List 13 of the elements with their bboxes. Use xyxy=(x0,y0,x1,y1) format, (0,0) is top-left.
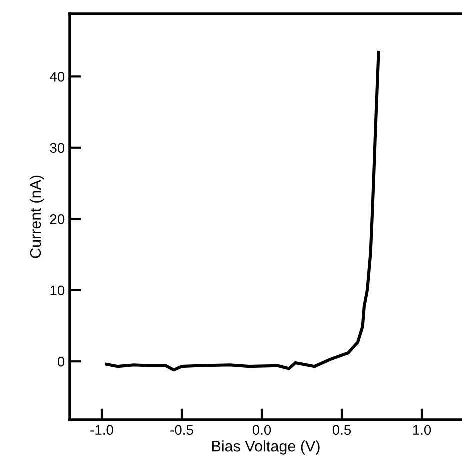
x-tick-label: 0.5 xyxy=(332,425,352,436)
y-tick-label: 10 xyxy=(50,286,65,296)
y-tick-label: 40 xyxy=(50,72,65,82)
y-tick-label: 30 xyxy=(50,143,65,154)
x-axis-title: Bias Voltage (V) xyxy=(212,440,320,455)
x-tick-label: -1.0 xyxy=(90,425,114,436)
x-tick-label: 1.0 xyxy=(413,425,432,436)
y-tick-label: 20 xyxy=(50,214,65,224)
y-tick-label: 0 xyxy=(58,356,65,367)
line-series xyxy=(105,50,380,372)
y-axis-title: Current (nA) xyxy=(30,176,44,258)
x-tick-label: -0.5 xyxy=(170,425,194,436)
x-tick-label: 0.0 xyxy=(252,425,272,436)
